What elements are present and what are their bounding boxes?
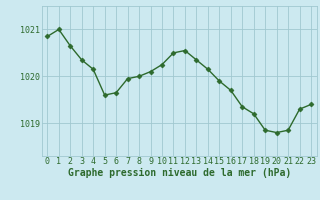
X-axis label: Graphe pression niveau de la mer (hPa): Graphe pression niveau de la mer (hPa) <box>68 168 291 178</box>
